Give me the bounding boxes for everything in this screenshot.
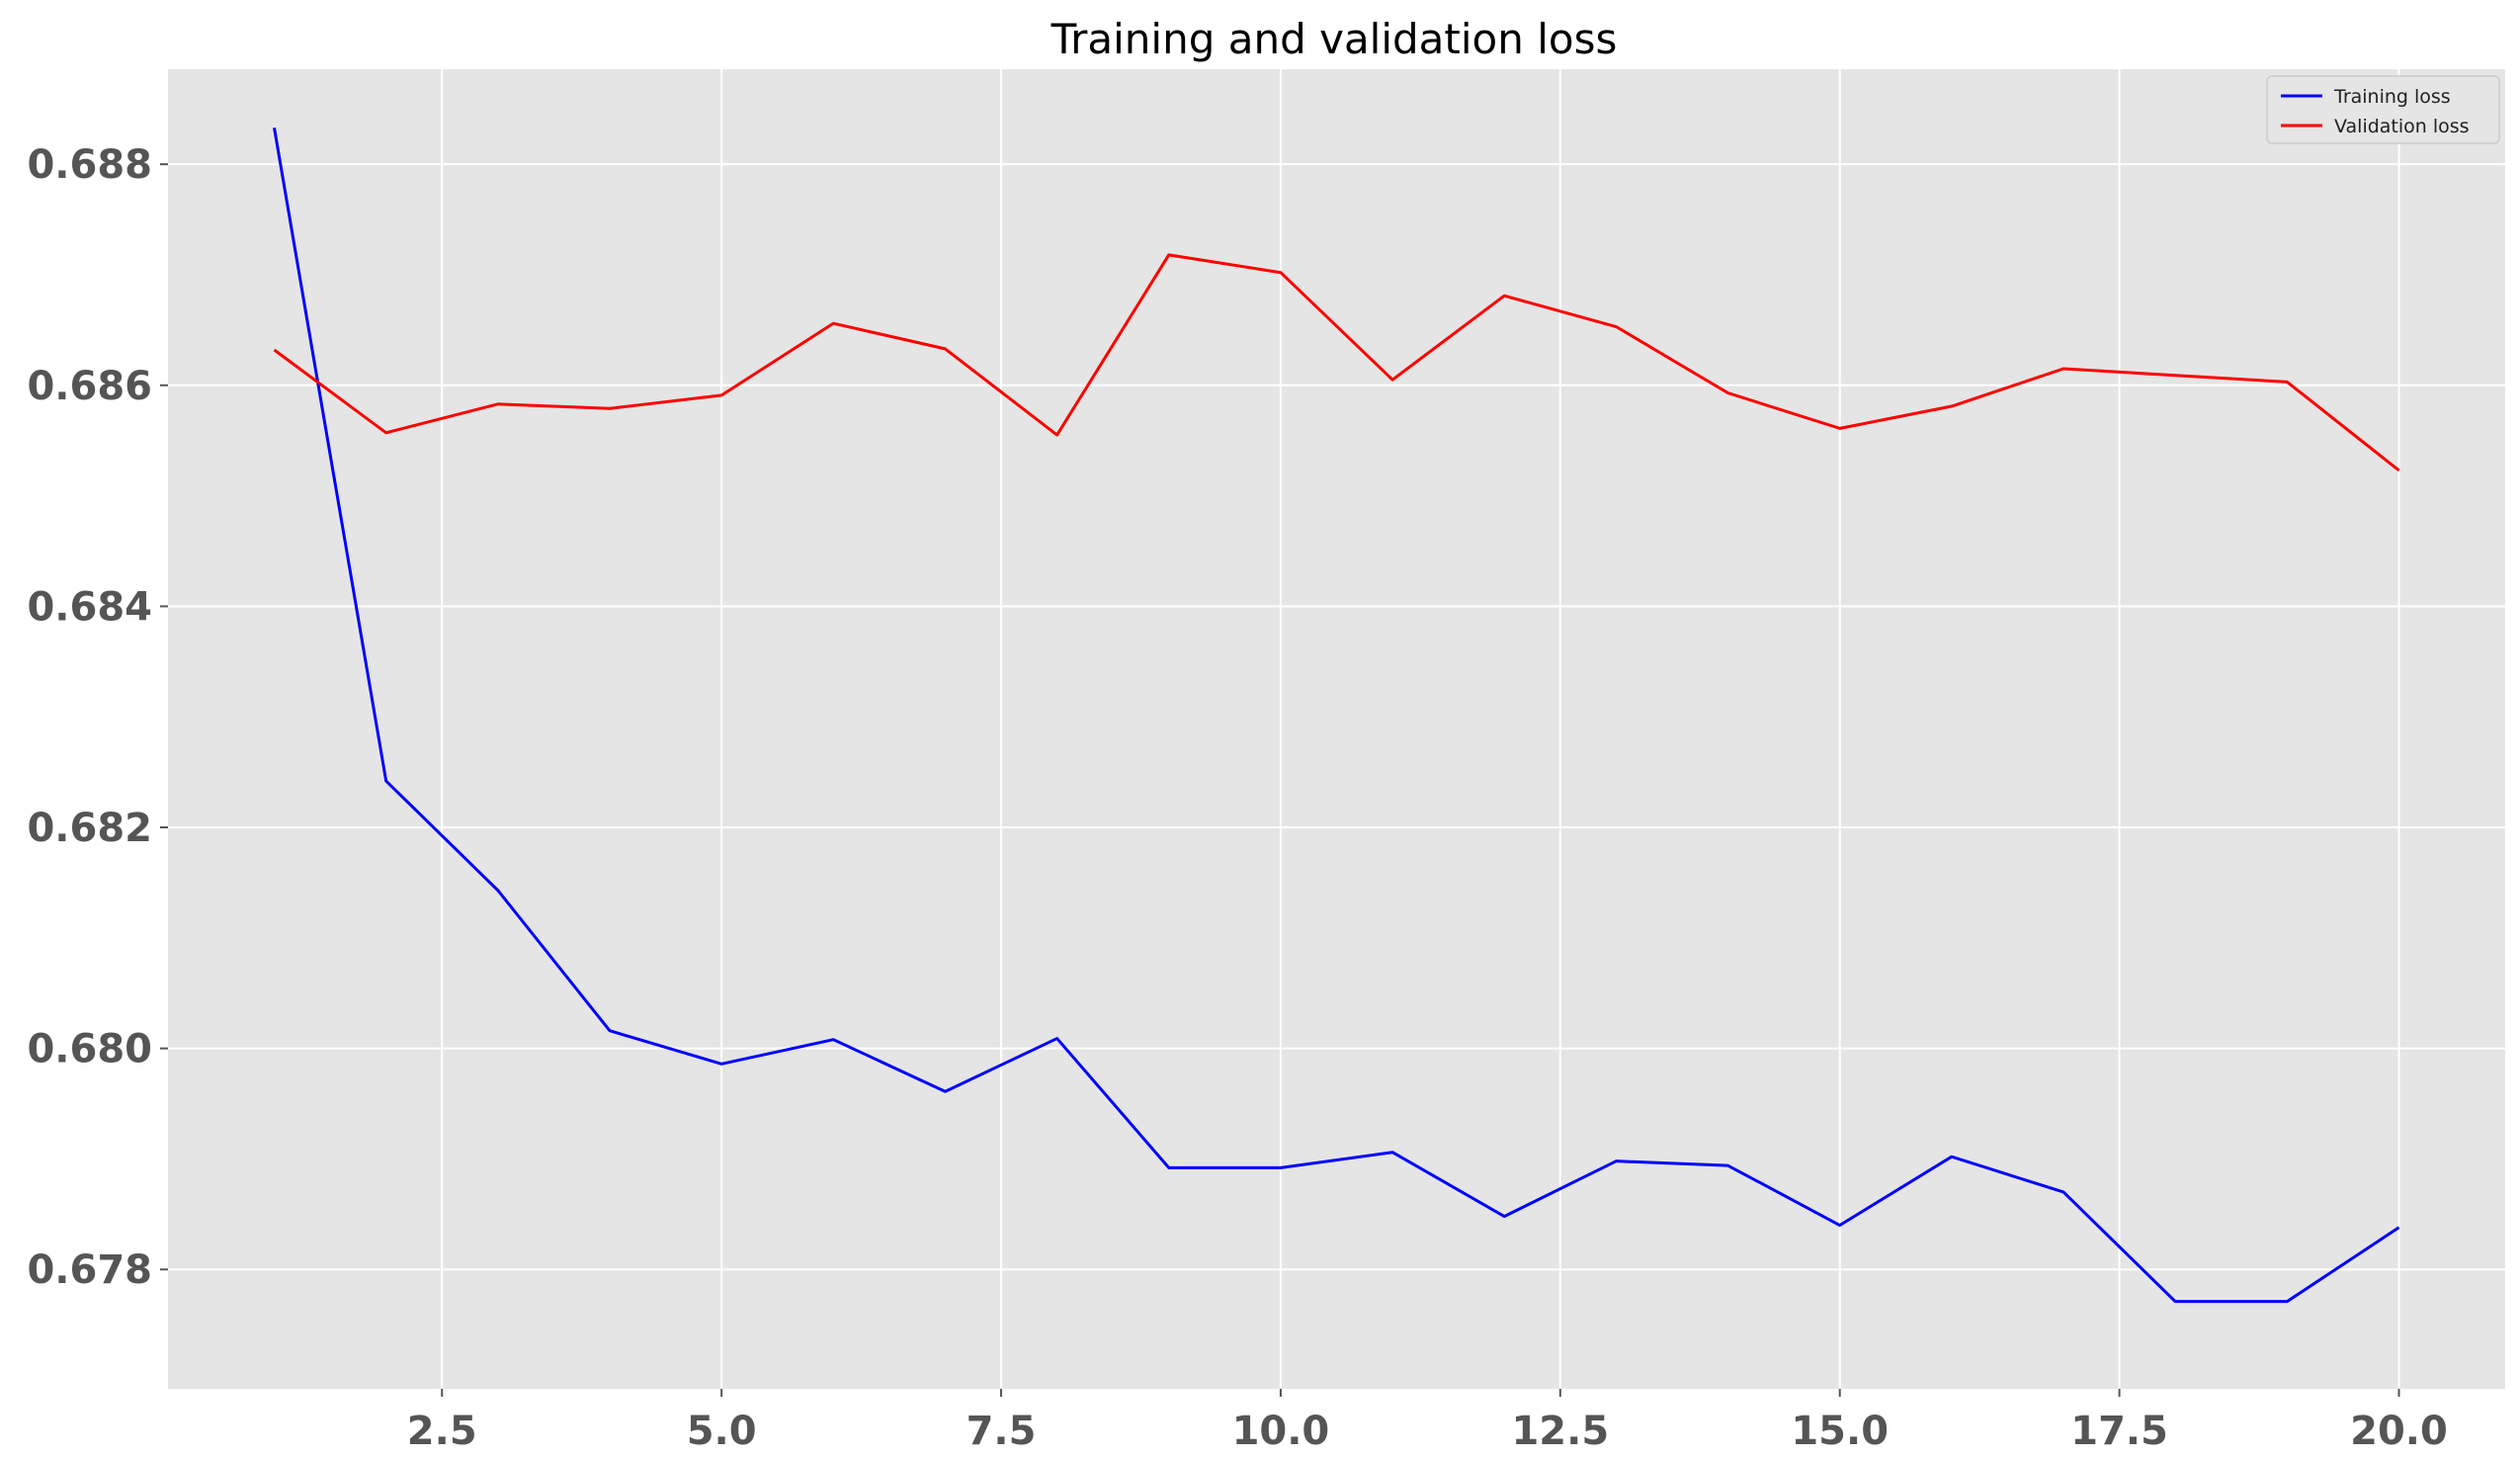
training-loss-line: [273, 128, 2400, 1304]
plot-area: [168, 69, 2505, 1389]
legend-label: Validation loss: [2334, 116, 2470, 137]
y-tick-label: 0.684: [27, 584, 152, 630]
x-tick-label: 5.0: [687, 1409, 757, 1454]
x-tick-label: 15.0: [1791, 1409, 1889, 1454]
y-tick-label: 0.682: [27, 806, 152, 851]
y-tick-label: 0.686: [27, 364, 152, 409]
legend: Training loss Validation loss: [2266, 75, 2500, 144]
x-tick-label: 12.5: [1511, 1409, 1609, 1454]
x-tick-label: 7.5: [966, 1409, 1037, 1454]
y-tick-label: 0.688: [27, 142, 152, 188]
legend-label: Training loss: [2333, 86, 2451, 108]
y-tick-label: 0.680: [27, 1027, 152, 1073]
chart-title: Training and validation loss: [1050, 15, 1618, 63]
x-tick-label: 17.5: [2070, 1409, 2168, 1454]
legend-box: [2266, 75, 2500, 144]
grid-lines: [168, 69, 2505, 1389]
x-tick-label: 20.0: [2350, 1409, 2448, 1454]
x-tick-label: 2.5: [407, 1409, 477, 1454]
x-axis: 2.5 5.0 7.5 10.0 12.5 15.0 17.5 20.0: [407, 1389, 2448, 1454]
y-tick-label: 0.678: [27, 1247, 152, 1293]
series-layer: [273, 128, 2400, 1304]
validation-loss-line: [273, 253, 2400, 472]
x-tick-label: 10.0: [1232, 1409, 1330, 1454]
y-axis: 0.678 0.680 0.682 0.684 0.686 0.688: [27, 142, 168, 1293]
